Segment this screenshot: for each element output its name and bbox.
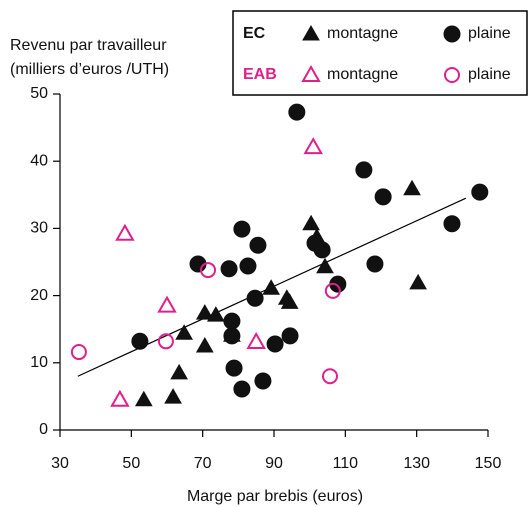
legend-marker xyxy=(444,67,460,83)
point xyxy=(207,306,225,322)
y-tick-label: 40 xyxy=(30,152,48,169)
point xyxy=(303,137,323,155)
point xyxy=(254,372,272,390)
x-tick-label: 50 xyxy=(122,455,140,472)
point xyxy=(134,390,153,407)
legend-marker xyxy=(301,64,321,82)
x-tick-label: 110 xyxy=(333,455,359,472)
point xyxy=(246,289,264,307)
y-axis-label: Revenu par travailleur xyxy=(10,37,167,54)
x-axis-label: Marge par brebis (euros) xyxy=(187,488,363,505)
point xyxy=(225,359,243,377)
point xyxy=(266,335,284,353)
point xyxy=(157,295,177,313)
point xyxy=(70,344,87,361)
point xyxy=(195,304,214,320)
point xyxy=(355,161,373,179)
y-tick-label: 0 xyxy=(39,421,48,438)
point xyxy=(374,188,392,206)
point xyxy=(220,260,238,278)
point xyxy=(409,273,427,290)
point xyxy=(233,220,251,238)
legend-group: EC xyxy=(243,25,266,42)
point xyxy=(239,257,257,275)
point xyxy=(443,215,461,233)
legend-label: montagne xyxy=(327,25,398,42)
y-tick-label: 10 xyxy=(30,354,48,371)
point xyxy=(302,214,320,231)
point xyxy=(233,380,251,398)
legend-marker xyxy=(443,25,461,43)
point xyxy=(313,241,331,259)
point xyxy=(195,336,214,353)
point xyxy=(164,388,182,404)
x-tick-label: 70 xyxy=(194,455,212,472)
point xyxy=(280,293,299,309)
point xyxy=(366,255,384,273)
legend-label: plaine xyxy=(468,25,511,42)
point xyxy=(288,103,306,121)
point xyxy=(110,389,130,407)
point xyxy=(170,363,188,380)
y-axis-label: (milliers d’euros /UTH) xyxy=(10,61,169,78)
point xyxy=(223,312,241,330)
x-tick-label: 30 xyxy=(51,455,69,472)
legend-box xyxy=(232,10,528,96)
point xyxy=(321,368,338,385)
point xyxy=(200,262,217,279)
point xyxy=(115,223,135,241)
y-tick-label: 20 xyxy=(30,287,48,304)
point xyxy=(223,327,241,345)
x-tick-label: 90 xyxy=(265,455,283,472)
x-tick-label: 150 xyxy=(475,455,502,472)
point xyxy=(324,282,341,299)
point xyxy=(471,183,489,201)
point xyxy=(249,236,267,254)
y-tick-label: 50 xyxy=(30,85,48,102)
point xyxy=(316,257,334,274)
legend-group: EAB xyxy=(243,66,277,83)
y-tick-label: 30 xyxy=(30,220,48,237)
point xyxy=(403,179,421,196)
point xyxy=(281,327,299,345)
legend-label: plaine xyxy=(468,66,511,83)
legend-label: montagne xyxy=(327,66,398,83)
x-tick-label: 130 xyxy=(403,455,430,472)
legend-marker xyxy=(302,24,320,41)
point xyxy=(157,333,174,350)
point xyxy=(262,279,281,295)
point xyxy=(131,332,149,350)
point xyxy=(246,331,266,349)
point xyxy=(175,324,193,340)
